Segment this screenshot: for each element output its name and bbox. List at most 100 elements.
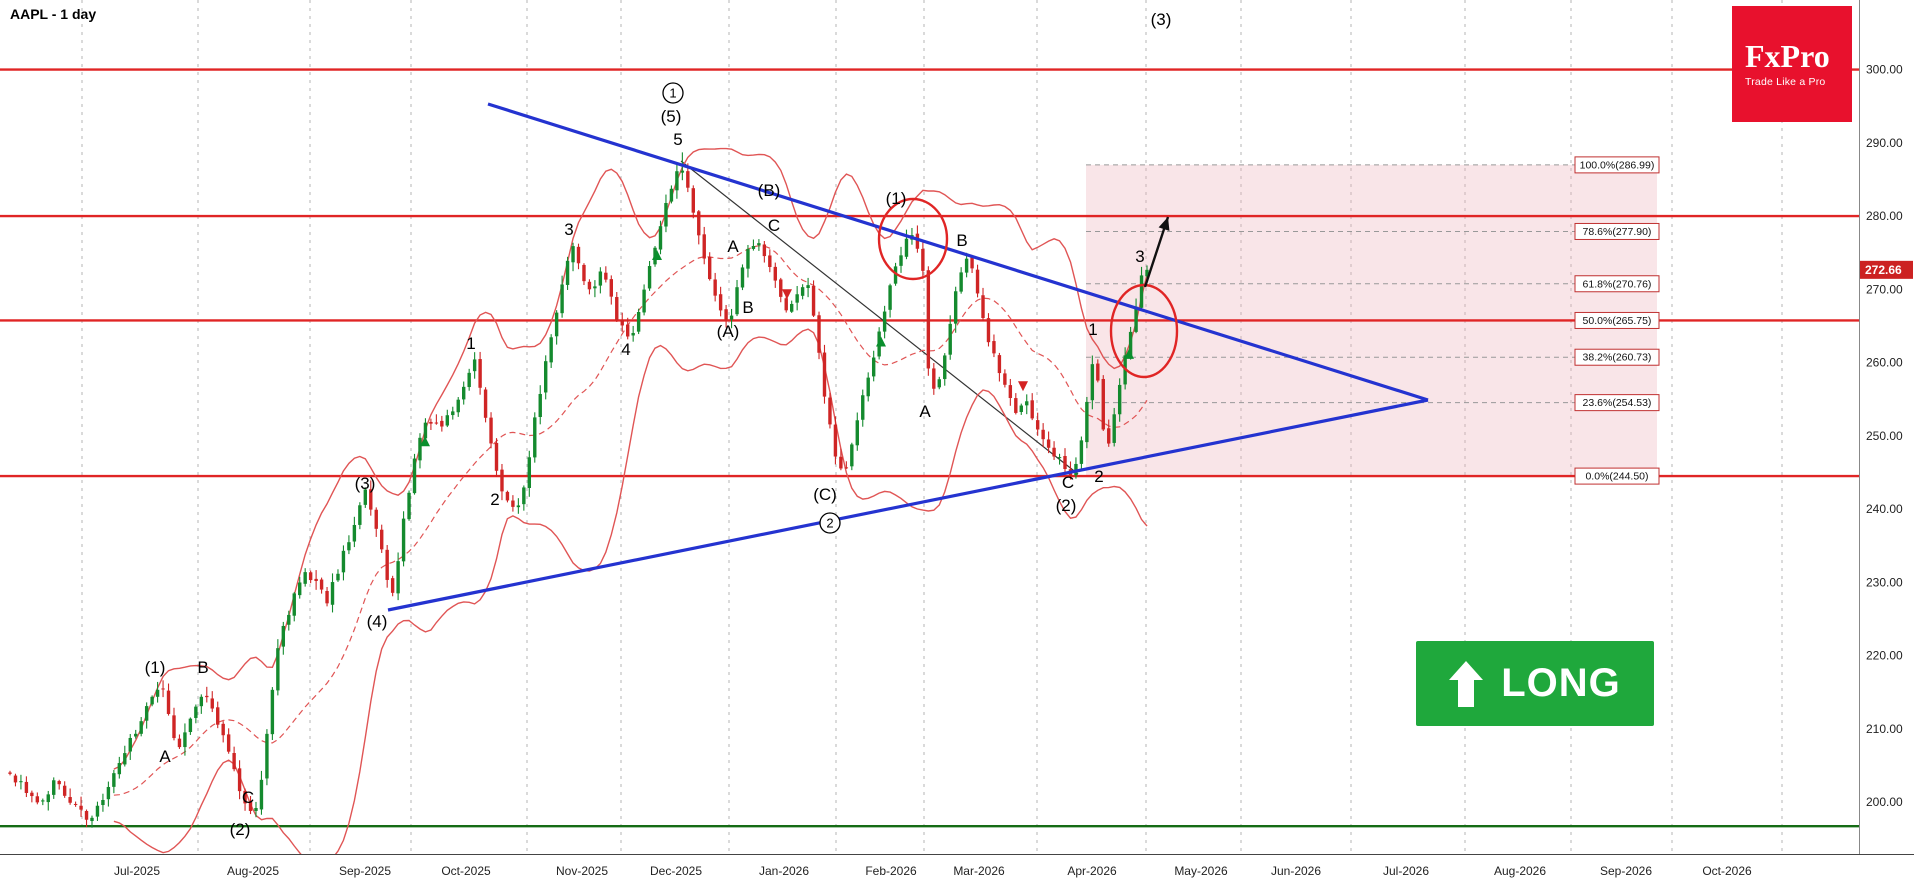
fxpro-logo-tagline: Trade Like a Pro	[1745, 76, 1826, 89]
candle-body	[544, 361, 548, 393]
candle-body	[1101, 378, 1105, 430]
month-tick-label: Mar-2026	[953, 864, 1005, 878]
candle-body	[183, 732, 187, 748]
candle-body	[768, 255, 772, 267]
current-price-tag	[1860, 260, 1913, 279]
candle-body	[1052, 447, 1056, 457]
long-up-arrow-icon	[1449, 660, 1484, 707]
candle-body	[724, 309, 728, 320]
candle-body	[729, 315, 734, 320]
candle-body	[8, 772, 12, 774]
candle-body	[740, 267, 745, 288]
bollinger-lower	[113, 328, 1148, 867]
wave-label: (C)	[813, 485, 837, 504]
candle-body	[166, 690, 171, 714]
highlight-circle	[1109, 283, 1179, 379]
candle-body	[1063, 456, 1067, 470]
candle-body	[762, 244, 767, 257]
candle-body	[1003, 373, 1007, 385]
candle-body	[46, 794, 50, 803]
candle-body	[155, 689, 160, 697]
candle-body	[380, 529, 384, 550]
wave-label: C	[242, 788, 254, 807]
candle-body	[751, 246, 756, 249]
fib-label-box	[1574, 394, 1660, 412]
candle-body	[800, 287, 805, 296]
candle-body	[1008, 385, 1013, 399]
candle-body	[1117, 384, 1122, 415]
candle-body	[188, 718, 193, 733]
candle-body	[822, 352, 827, 397]
price-tick-label: 200.00	[1866, 795, 1903, 809]
candle-body	[123, 753, 127, 765]
price-tick-label: 280.00	[1866, 209, 1903, 223]
fib-label-box	[1574, 348, 1660, 366]
candle-body	[713, 279, 717, 296]
candle-body	[1030, 400, 1034, 419]
candle-body	[598, 271, 603, 286]
wave-label: (1)	[886, 189, 907, 208]
price-tick-label: 230.00	[1866, 575, 1903, 589]
wave-label: A	[727, 237, 739, 256]
candle-body	[1107, 428, 1111, 444]
candle-body	[554, 312, 559, 337]
wave-label: (4)	[367, 612, 388, 631]
buy-marker	[876, 336, 886, 347]
candle-body	[615, 297, 619, 321]
candle-body	[73, 803, 78, 805]
candle-body	[462, 386, 466, 400]
current-price-label: 272.66	[1865, 263, 1902, 277]
fib-label: 100.0%(286.99)	[1580, 159, 1655, 171]
candle-body	[341, 550, 346, 573]
candle-body	[287, 614, 291, 625]
price-tick-label: 220.00	[1866, 649, 1903, 663]
bollinger-middle	[113, 245, 1148, 796]
candle-body	[609, 279, 613, 297]
candle-body	[265, 733, 269, 779]
candle-body	[243, 790, 247, 804]
trendline-lower-ascending	[387, 398, 1429, 612]
candle-body	[13, 775, 18, 783]
candle-body	[571, 246, 575, 263]
candle-body	[921, 248, 925, 271]
wave-label: 2	[1094, 467, 1103, 486]
candle-body	[232, 753, 236, 770]
month-tick-label: Oct-2026	[1702, 864, 1752, 878]
candle-body	[828, 397, 832, 425]
candle-body	[423, 422, 428, 439]
candle-body	[205, 695, 209, 698]
month-tick-label: May-2026	[1174, 864, 1228, 878]
candle-body	[1035, 420, 1040, 430]
fib-label-box	[1574, 467, 1660, 485]
candle-body	[986, 318, 991, 343]
candle-body	[41, 800, 45, 802]
chart-symbol-title: AAPL - 1 day	[10, 6, 97, 22]
candle-body	[139, 721, 143, 734]
candle-body	[1079, 440, 1084, 464]
month-tick-label: Jun-2026	[1271, 864, 1321, 878]
candle-body	[582, 264, 586, 282]
candle-body	[1014, 398, 1018, 413]
candle-body	[932, 368, 936, 389]
candle-body	[363, 489, 368, 505]
bollinger-bands	[113, 147, 1148, 867]
candle-body	[866, 377, 870, 397]
candle-body	[811, 285, 816, 316]
candle-body	[926, 270, 931, 369]
candle-body	[975, 269, 980, 294]
highlight-circle	[877, 197, 949, 281]
month-tick-label: Aug-2025	[227, 864, 279, 878]
month-tick-label: Oct-2025	[441, 864, 491, 878]
candle-body	[248, 801, 253, 811]
candle-body	[789, 303, 794, 312]
target-arrow-head	[1158, 217, 1170, 231]
candle-body	[833, 424, 838, 457]
candle-body	[636, 311, 641, 332]
fib-label: 38.2%(260.73)	[1583, 352, 1652, 364]
candles	[8, 152, 1149, 828]
candle-body	[292, 593, 296, 616]
candle-body	[871, 357, 876, 377]
candle-body	[576, 246, 581, 264]
candle-body	[981, 295, 985, 319]
